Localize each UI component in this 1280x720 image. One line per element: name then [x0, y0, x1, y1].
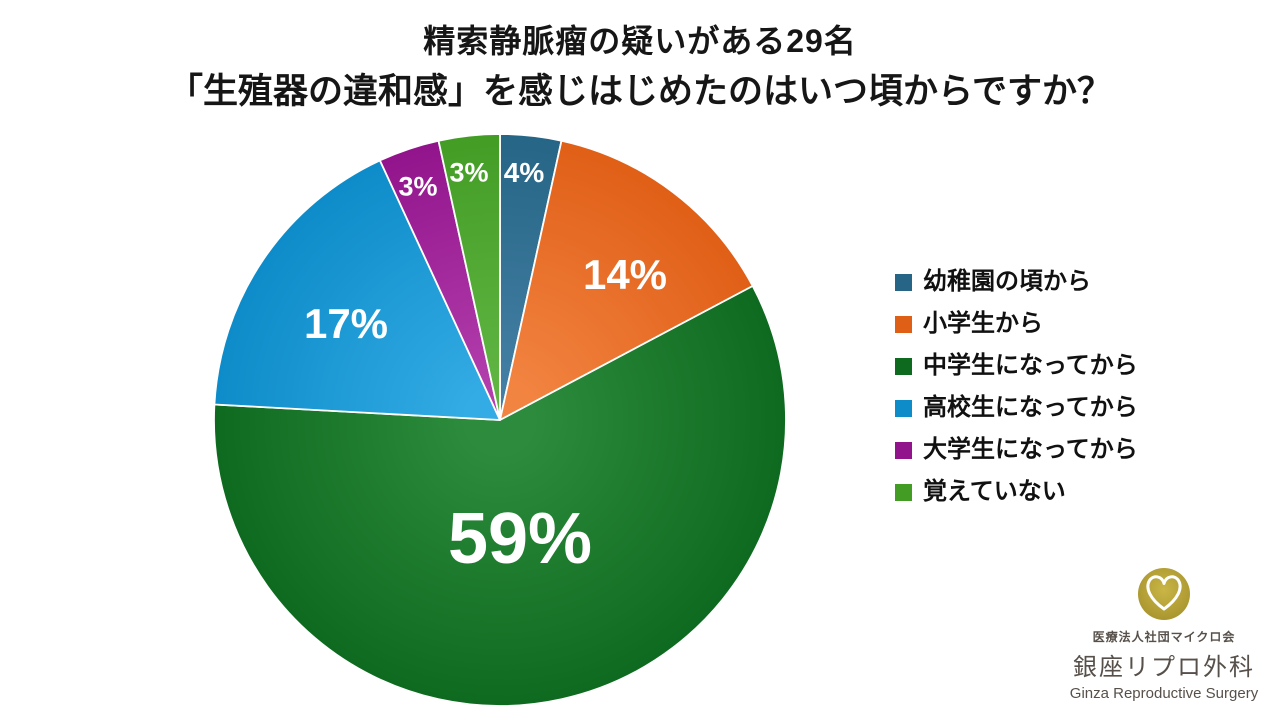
legend-item: 小学生から — [895, 303, 1138, 345]
legend-item: 中学生になってから — [895, 345, 1138, 387]
logo: 医療法人社団マイクロ会 銀座リプロ外科 Ginza Reproductive S… — [1058, 567, 1270, 702]
chart-title-line2: 「生殖器の違和感」を感じはじめたのはいつ頃からですか？ — [168, 72, 1112, 111]
legend-item: 高校生になってから — [895, 387, 1138, 429]
legend-swatch-icon — [895, 399, 912, 417]
logo-en-text: Ginza Reproductive Surgery — [1069, 685, 1259, 702]
heart-monogram-icon — [1138, 568, 1190, 620]
legend-swatch-icon — [895, 483, 912, 501]
logo-org-text: 医療法人社団マイクロ会 — [1092, 630, 1236, 644]
pie-data-label: 3% — [449, 158, 488, 188]
legend-swatch-icon — [895, 357, 912, 375]
pie-slice-4 — [213, 159, 501, 421]
legend-label: 覚えていない — [923, 478, 1066, 505]
pie-slice-6 — [437, 133, 501, 421]
legend-item: 幼稚園の頃から — [895, 261, 1138, 303]
legend-label: 中学生になってから — [923, 352, 1138, 379]
logo-name-text: 銀座リプロ外科 — [1073, 654, 1255, 681]
pie-data-label: 3% — [398, 172, 437, 202]
pie-data-label: 59% — [448, 499, 592, 579]
pie-data-label: 4% — [504, 157, 545, 188]
legend-item: 大学生になってから — [895, 429, 1138, 471]
legend-label: 小学生から — [923, 310, 1043, 337]
legend-swatch-icon — [895, 315, 912, 333]
legend: 幼稚園の頃から 小学生から中学生になってから 高校生になってから 大学生になってから覚… — [895, 261, 1138, 513]
pie-data-label: 17% — [304, 300, 388, 347]
legend-swatch-icon — [895, 273, 912, 291]
legend-swatch-icon — [895, 441, 912, 459]
pie-data-label: 14% — [583, 251, 667, 298]
legend-label: 幼稚園の頃から — [923, 268, 1091, 295]
legend-label: 高校生になってから — [923, 394, 1138, 421]
chart-title-line1: 精索静脈瘤の疑いがある29名 — [423, 23, 857, 59]
pie-slice-3 — [213, 285, 787, 707]
legend-label: 大学生になってから — [923, 436, 1138, 463]
legend-item: 覚えていない — [895, 471, 1138, 513]
pie-slice-2 — [499, 139, 754, 421]
